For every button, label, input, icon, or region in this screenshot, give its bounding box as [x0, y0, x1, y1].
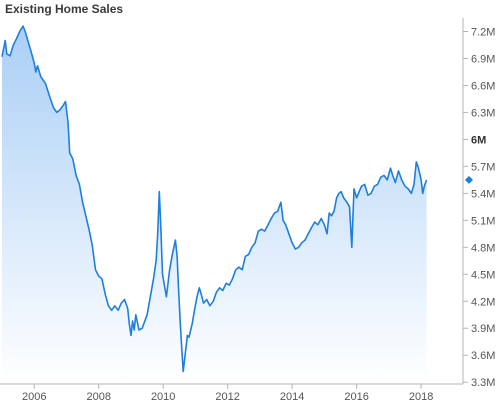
last-value-marker [465, 175, 473, 184]
y-tick-label: 6.3M [471, 107, 495, 119]
y-tick-label: 6M [471, 134, 486, 146]
y-tick-label: 6.9M [471, 53, 495, 65]
x-tick-label: 2012 [215, 391, 239, 403]
y-tick-label: 4.2M [471, 296, 495, 308]
chart-title: Existing Home Sales [5, 2, 124, 16]
y-tick-label: 3.9M [471, 323, 495, 335]
x-tick-label: 2010 [151, 391, 175, 403]
series-line [1, 25, 428, 373]
y-tick-label: 4.5M [471, 269, 495, 281]
x-tick-label: 2016 [344, 391, 368, 403]
y-tick-label: 3.3M [471, 377, 495, 389]
x-tick-label: 2008 [86, 391, 110, 403]
y-tick-label: 3.6M [471, 350, 495, 362]
series-area-fill [2, 26, 427, 384]
y-tick-label: 5.4M [471, 188, 495, 200]
x-tick-label: 2018 [409, 391, 433, 403]
y-tick-label: 5.1M [471, 215, 495, 227]
y-tick-label: 7.2M [471, 26, 495, 38]
x-tick-label: 2006 [22, 391, 46, 403]
y-tick-label: 6.6M [471, 80, 495, 92]
y-tick-label: 4.8M [471, 242, 495, 254]
y-tick-label: 5.7M [471, 161, 495, 173]
x-tick-label: 2014 [280, 391, 304, 403]
